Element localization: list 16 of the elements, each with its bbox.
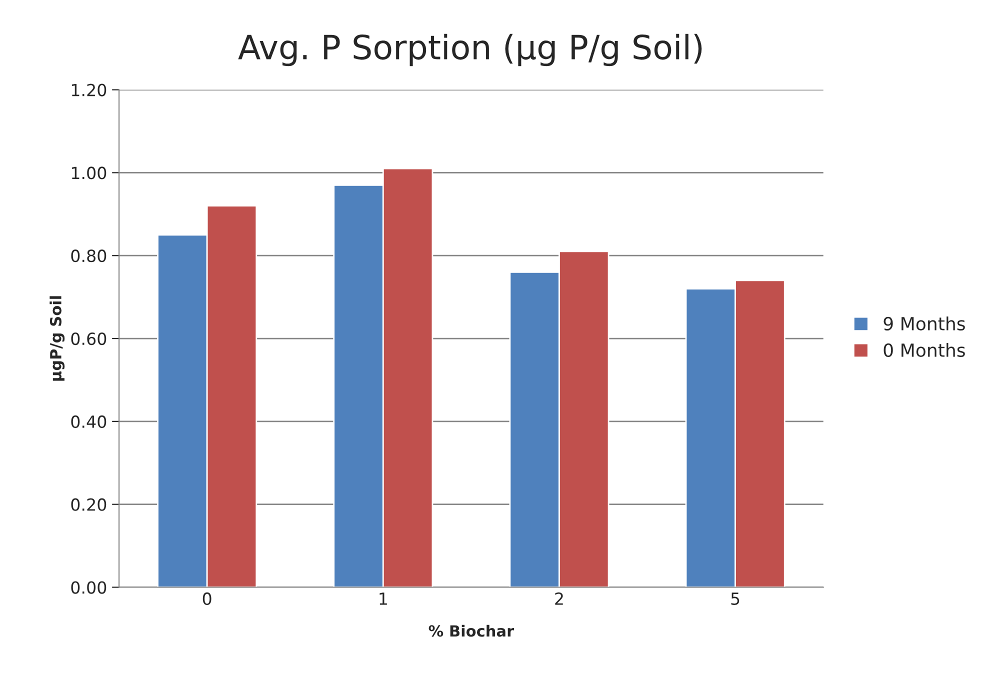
x-tick-label: 5 <box>731 592 740 606</box>
x-tick-label: 2 <box>555 592 563 605</box>
y-tick-label: 0.80 <box>71 250 106 262</box>
x-tick-label: 0 <box>202 592 212 606</box>
y-tick-label: 1.00 <box>72 166 106 180</box>
y-tick-label: 0.40 <box>71 415 106 428</box>
y-tick-label: 0.60 <box>71 332 106 346</box>
y-axis-title: µgP/g Soil <box>50 296 65 381</box>
legend-label: 0 Months <box>884 343 965 358</box>
x-axis-title: % Biochar <box>428 624 514 637</box>
y-tick-label: 0.20 <box>71 498 106 511</box>
y-tick-label: 1.20 <box>72 84 106 96</box>
x-tick-label: 1 <box>380 592 387 605</box>
chart-title: Avg. P Sorption (µg P/g Soil) <box>238 34 702 66</box>
legend-label: 9 Months <box>884 316 965 330</box>
y-tick-label: 0.00 <box>71 581 106 594</box>
